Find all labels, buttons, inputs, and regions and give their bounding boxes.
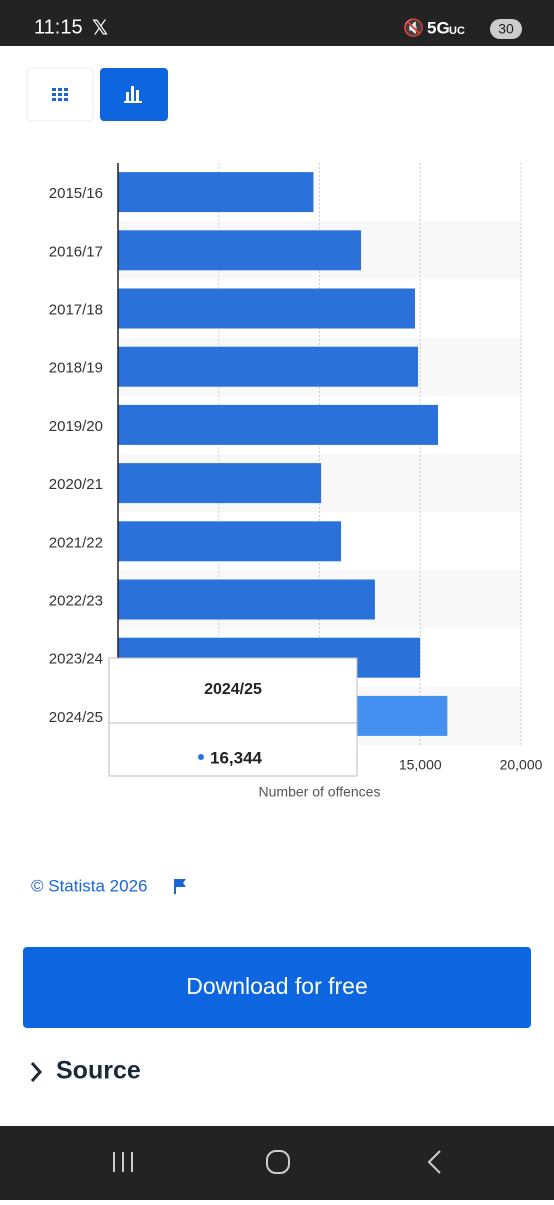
network-sub: UC (449, 25, 465, 37)
tooltip-title: 2024/25 (204, 681, 262, 698)
clock: 11:15 (34, 16, 83, 38)
x-tick-label: 15,000 (399, 757, 442, 773)
y-tick-label: 2016/17 (49, 243, 103, 260)
bar (118, 230, 362, 271)
x-tick-label: 20,000 (500, 757, 543, 773)
y-tick-label: 2018/19 (49, 360, 103, 377)
download-label[interactable]: Download for free (186, 973, 368, 999)
mute-icon: 🔇 (403, 17, 424, 37)
bar (118, 172, 314, 213)
bar (118, 463, 322, 504)
chevron[interactable] (30, 1062, 43, 1082)
credit-link[interactable]: © Statista 2026 (31, 876, 148, 895)
bar (118, 404, 438, 445)
battery-level: 30 (498, 21, 514, 37)
y-tick-label: 2022/23 (49, 592, 103, 609)
y-tick-label: 2017/18 (49, 301, 103, 318)
y-tick-label: 2023/24 (49, 651, 103, 668)
recents-button[interactable] (113, 1152, 133, 1172)
y-tick-label: 2021/22 (49, 534, 103, 551)
x-icon: 𝕏 (92, 17, 108, 39)
network: 5G (427, 18, 450, 37)
nav-bar (0, 1126, 554, 1200)
y-tick-label: 2020/21 (49, 476, 103, 493)
home-button[interactable] (266, 1150, 290, 1174)
table-icon (52, 88, 68, 101)
back-button[interactable] (427, 1150, 441, 1174)
bar (118, 521, 342, 562)
bar (118, 579, 375, 620)
tooltip-dot (198, 754, 204, 760)
source-toggle[interactable]: Source (56, 1057, 141, 1085)
y-tick-label: 2024/25 (49, 709, 103, 726)
x-axis-label: Number of offences (259, 784, 381, 800)
battery (490, 19, 522, 39)
tooltip (108, 657, 358, 777)
y-tick-label: 2019/20 (49, 418, 103, 435)
tooltip-value: 16,344 (210, 748, 263, 767)
status-bar (0, 0, 554, 46)
download-button[interactable] (23, 947, 531, 1028)
bar (118, 288, 416, 329)
y-tick-label: 2015/16 (49, 185, 103, 202)
chart-icon (124, 86, 142, 103)
bar (118, 346, 419, 387)
flag-icon[interactable] (174, 879, 186, 894)
